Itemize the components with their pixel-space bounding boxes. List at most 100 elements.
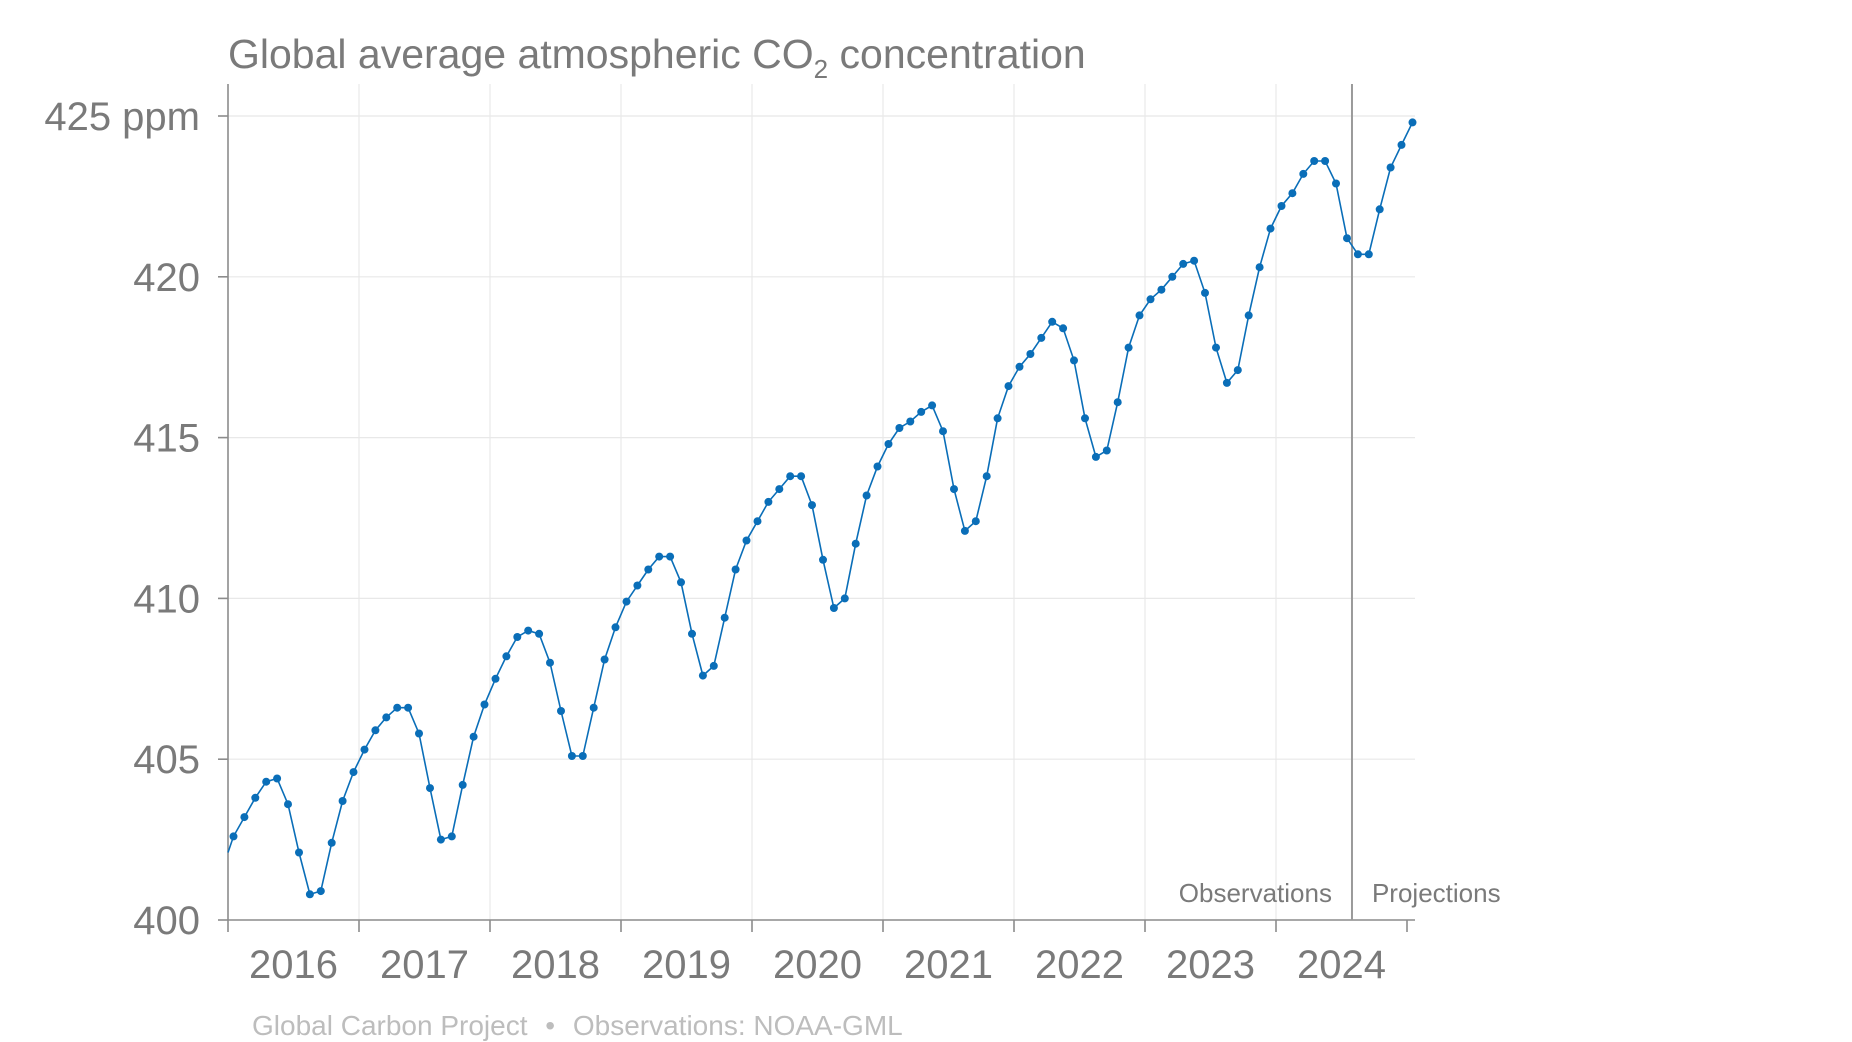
x-tick-label-2020: 2020 (773, 943, 862, 987)
data-point-86 (1168, 272, 1177, 281)
data-point-23 (480, 700, 489, 709)
data-point-18 (426, 784, 434, 793)
data-point-20 (447, 832, 456, 841)
data-point-75 (1048, 317, 1057, 326)
region-label-projections: Projections (1372, 878, 1501, 908)
data-point-3 (262, 777, 271, 786)
data-point-53 (808, 501, 816, 510)
data-point-38 (644, 565, 653, 574)
data-point-52 (797, 472, 806, 481)
data-point-99 (1310, 157, 1319, 165)
source-org: Global Carbon Project (252, 1010, 528, 1041)
data-point-73 (1026, 350, 1035, 358)
data-point-79 (1091, 452, 1100, 461)
data-point-56 (840, 594, 849, 603)
data-point-88 (1190, 256, 1199, 265)
data-point-35 (611, 623, 620, 632)
data-point-49 (764, 497, 773, 506)
data-point-8 (316, 887, 325, 896)
data-point-17 (415, 729, 423, 738)
data-point-22 (469, 732, 478, 741)
data-point-91 (1222, 378, 1231, 387)
data-point-60 (884, 440, 893, 448)
y-tick-label-410: 410 (133, 577, 200, 621)
data-point-15 (393, 703, 402, 712)
data-point-76 (1059, 324, 1068, 333)
title-suffix: concentration (828, 31, 1086, 77)
data-point-10 (338, 797, 347, 805)
data-point-25 (502, 652, 511, 661)
data-point-47 (742, 536, 751, 545)
data-point-51 (786, 472, 795, 481)
data-point-87 (1179, 259, 1188, 268)
data-point-46 (731, 565, 740, 574)
y-tick-label-415: 415 (133, 417, 200, 461)
data-point-82 (1124, 343, 1133, 352)
data-point-26 (513, 633, 522, 641)
data-point-16 (404, 703, 413, 712)
data-point-66 (950, 485, 958, 494)
data-point-55 (829, 604, 838, 612)
data-point-68 (971, 517, 980, 526)
data-point-71 (1004, 382, 1013, 391)
data-point-103 (1353, 250, 1362, 259)
data-point-29 (546, 658, 554, 667)
x-tick-label-2019: 2019 (642, 943, 731, 987)
data-point-92 (1233, 366, 1242, 375)
data-point-1 (240, 813, 249, 822)
x-tick-label-2024: 2024 (1297, 943, 1386, 987)
y-tick-label-400: 400 (133, 899, 200, 943)
data-point-97 (1288, 189, 1297, 198)
data-point-72 (1015, 362, 1024, 371)
axes (218, 84, 1415, 932)
series-co2 (227, 118, 1417, 899)
source-observations: Observations: NOAA-GML (573, 1010, 903, 1041)
x-tick-label-2021: 2021 (904, 943, 993, 987)
data-point-13 (371, 726, 380, 735)
data-point-89 (1201, 288, 1209, 297)
data-point-0 (229, 832, 238, 841)
data-point-7 (305, 890, 314, 899)
data-point-19 (436, 835, 445, 844)
data-point-32 (578, 752, 587, 760)
data-point-50 (775, 485, 784, 494)
y-tick-label-420: 420 (133, 256, 200, 300)
data-point-5 (284, 800, 292, 809)
data-point-39 (655, 552, 664, 561)
data-point-31 (567, 752, 576, 760)
data-point-108 (1408, 118, 1417, 127)
data-point-106 (1386, 163, 1395, 172)
data-point-61 (895, 424, 904, 432)
data-point-12 (360, 745, 369, 754)
data-point-44 (709, 661, 718, 670)
data-point-30 (557, 707, 565, 715)
data-point-59 (873, 462, 882, 471)
data-point-101 (1332, 179, 1340, 188)
data-point-80 (1102, 446, 1111, 455)
x-tick-label-2016: 2016 (249, 943, 338, 987)
source-separator: • (545, 1010, 555, 1041)
data-point-98 (1299, 169, 1308, 178)
data-point-36 (622, 597, 631, 606)
data-point-100 (1321, 157, 1330, 165)
data-point-83 (1135, 311, 1144, 320)
data-point-84 (1146, 295, 1155, 304)
data-point-67 (960, 526, 969, 535)
data-point-33 (589, 703, 598, 712)
data-point-48 (753, 517, 762, 526)
data-point-11 (349, 768, 358, 777)
y-tick-label-405: 405 (133, 738, 200, 782)
data-point-93 (1244, 311, 1253, 320)
data-point-37 (633, 581, 642, 590)
data-point-85 (1157, 285, 1166, 294)
x-tick-label-2023: 2023 (1166, 943, 1255, 987)
x-tick-label-2017: 2017 (380, 943, 469, 987)
chart-title: Global average atmospheric CO2 concentra… (228, 31, 1086, 84)
x-tick-label-2022: 2022 (1035, 943, 1124, 987)
data-point-70 (993, 414, 1002, 423)
data-point-41 (677, 578, 685, 587)
title-subscript: 2 (814, 54, 828, 84)
data-point-40 (666, 552, 675, 561)
data-point-62 (906, 417, 915, 426)
